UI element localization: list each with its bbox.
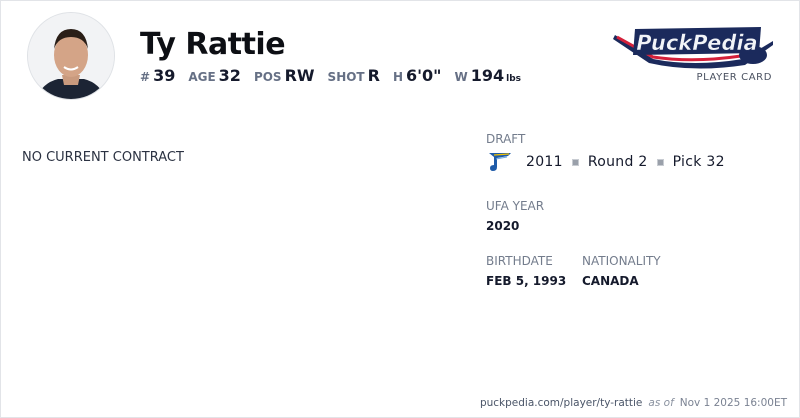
player-avatar (27, 12, 115, 100)
birthdate-value: FEB 5, 1993 (486, 274, 567, 288)
player-name: Ty Rattie (140, 27, 286, 62)
draft-round: Round 2 (587, 154, 648, 170)
birthdate-label: BIRTHDATE (486, 254, 553, 268)
as-of-label: as of (648, 397, 674, 409)
draft-year: 2011 (526, 154, 563, 170)
separator-dot (571, 158, 579, 166)
nationality-value: CANADA (582, 274, 639, 288)
svg-text:PuckPedia: PuckPedia (636, 31, 757, 55)
draft-pick: Pick 32 (672, 154, 725, 170)
timestamp: Nov 1 2025 16:00ET (679, 397, 787, 409)
draft-label: DRAFT (486, 132, 526, 146)
stat-position: POS RW (253, 66, 315, 85)
player-card-label: PLAYER CARD (696, 72, 772, 83)
draft-info: 2011 Round 2 Pick 32 (488, 152, 725, 172)
stat-height: H 6'0" (392, 66, 442, 85)
ufa-year-value: 2020 (486, 219, 520, 233)
player-stats: #39 AGE 32 POS RW SHOT R H 6'0" W 194 lbs (140, 66, 534, 85)
st-louis-blues-note-icon (488, 152, 512, 172)
stat-weight: W 194 lbs (454, 66, 522, 85)
footer: puckpedia.com/player/ty-rattie as of Nov 1… (480, 397, 787, 409)
separator-dot (656, 158, 664, 166)
stat-shot: SHOT R (327, 66, 380, 85)
stat-number: #39 (140, 66, 176, 85)
ufa-year-label: UFA YEAR (486, 199, 545, 213)
puckpedia-logo: PuckPedia (613, 23, 775, 73)
nationality-label: NATIONALITY (582, 254, 661, 268)
player-url-link[interactable]: puckpedia.com/player/ty-rattie (479, 397, 643, 409)
contract-status: NO CURRENT CONTRACT (22, 150, 184, 165)
stat-age: AGE 32 (188, 66, 241, 85)
